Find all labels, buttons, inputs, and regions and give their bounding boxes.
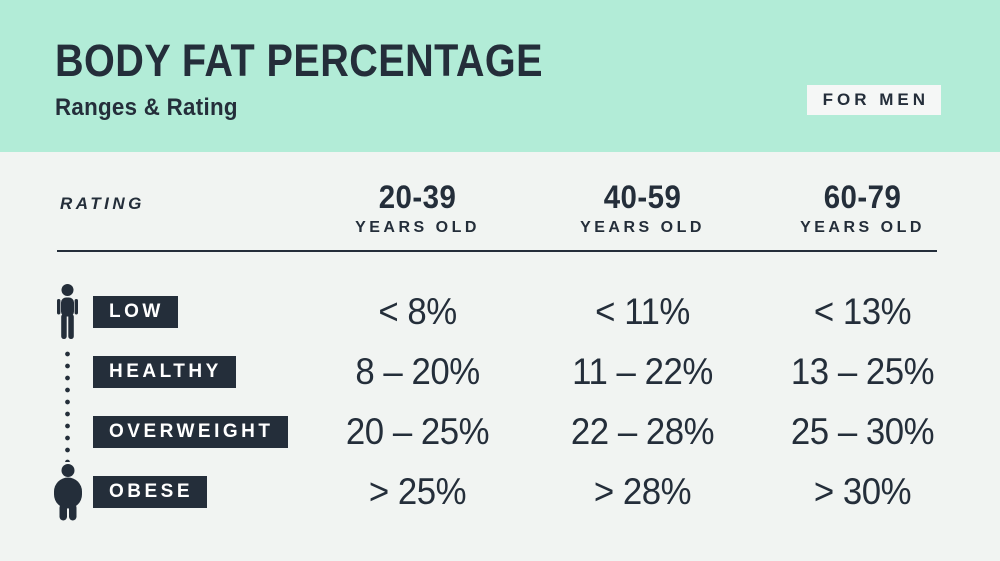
table-row-healthy: HEALTHY 8 – 20% 11 – 22% 13 – 25% bbox=[0, 342, 1000, 402]
value-healthy-60-79: 13 – 25% bbox=[790, 351, 935, 392]
rating-badge-obese: OBESE bbox=[93, 476, 208, 508]
page-title: BODY FAT PERCENTAGE bbox=[55, 35, 544, 86]
page-subtitle: Ranges & Rating bbox=[55, 94, 238, 121]
value-low-20-39: < 8% bbox=[378, 291, 457, 332]
table-row-low: LOW < 8% < 11% < 13% bbox=[0, 282, 1000, 342]
value-obese-20-39: > 25% bbox=[368, 471, 467, 512]
rating-column-header: RATING bbox=[60, 194, 145, 213]
age-column-header-60-79: 60-79 YEARS OLD bbox=[755, 179, 970, 250]
age-suffix-label: YEARS OLD bbox=[355, 219, 480, 236]
age-suffix-label: YEARS OLD bbox=[800, 219, 925, 236]
age-column-header-20-39: 20-39 YEARS OLD bbox=[305, 179, 530, 250]
dotted-connector bbox=[65, 348, 70, 462]
for-men-badge: FOR MEN bbox=[806, 85, 941, 115]
header-divider bbox=[57, 250, 937, 252]
value-healthy-40-59: 11 – 22% bbox=[572, 351, 713, 392]
value-healthy-20-39: 8 – 20% bbox=[355, 351, 480, 392]
table-area: RATING 20-39 YEARS OLD 40-59 YEARS OLD 6… bbox=[0, 152, 1000, 522]
rating-cell: OBESE bbox=[0, 476, 305, 508]
value-overweight-60-79: 25 – 30% bbox=[790, 411, 935, 452]
value-low-40-59: < 11% bbox=[595, 291, 690, 332]
rating-badge-healthy: HEALTHY bbox=[93, 356, 236, 388]
value-obese-40-59: > 28% bbox=[593, 471, 692, 512]
value-low-60-79: < 13% bbox=[813, 291, 912, 332]
age-suffix-label: YEARS OLD bbox=[580, 219, 705, 236]
value-obese-60-79: > 30% bbox=[813, 471, 912, 512]
age-range-label: 20-39 bbox=[378, 179, 457, 215]
value-overweight-40-59: 22 – 28% bbox=[570, 411, 715, 452]
rating-badge-overweight: OVERWEIGHT bbox=[93, 416, 288, 448]
table-body: LOW < 8% < 11% < 13% HEALTHY 8 – 20% 11 … bbox=[0, 252, 1000, 522]
age-column-header-40-59: 40-59 YEARS OLD bbox=[530, 179, 755, 250]
header: BODY FAT PERCENTAGE Ranges & Rating FOR … bbox=[0, 0, 1000, 152]
table-row-overweight: OVERWEIGHT 20 – 25% 22 – 28% 25 – 30% bbox=[0, 402, 1000, 462]
value-overweight-20-39: 20 – 25% bbox=[345, 411, 490, 452]
slim-person-icon bbox=[54, 284, 81, 340]
rating-cell: HEALTHY bbox=[0, 356, 305, 388]
table-row-obese: OBESE > 25% > 28% > 30% bbox=[0, 462, 1000, 522]
table-header-row: RATING 20-39 YEARS OLD 40-59 YEARS OLD 6… bbox=[0, 152, 1000, 250]
rating-cell: LOW bbox=[0, 296, 305, 328]
age-range-label: 40-59 bbox=[603, 179, 682, 215]
age-range-label: 60-79 bbox=[823, 179, 902, 215]
obese-person-icon bbox=[50, 464, 86, 521]
rating-cell: OVERWEIGHT bbox=[0, 416, 305, 448]
rating-badge-low: LOW bbox=[93, 296, 178, 328]
